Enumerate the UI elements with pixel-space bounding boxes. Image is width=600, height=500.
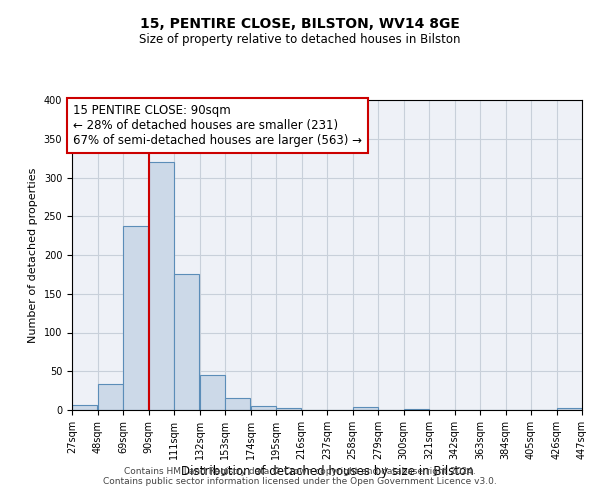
Text: 15 PENTIRE CLOSE: 90sqm
← 28% of detached houses are smaller (231)
67% of semi-d: 15 PENTIRE CLOSE: 90sqm ← 28% of detache… bbox=[73, 104, 362, 147]
X-axis label: Distribution of detached houses by size in Bilston: Distribution of detached houses by size … bbox=[181, 464, 473, 477]
Bar bbox=[72, 404, 97, 410]
Text: Size of property relative to detached houses in Bilston: Size of property relative to detached ho… bbox=[139, 32, 461, 46]
Bar bbox=[174, 274, 199, 410]
Bar bbox=[557, 408, 581, 410]
Bar bbox=[225, 398, 250, 410]
Bar bbox=[123, 226, 148, 410]
Text: 15, PENTIRE CLOSE, BILSTON, WV14 8GE: 15, PENTIRE CLOSE, BILSTON, WV14 8GE bbox=[140, 18, 460, 32]
Bar bbox=[404, 409, 428, 410]
Y-axis label: Number of detached properties: Number of detached properties bbox=[28, 168, 38, 342]
Bar bbox=[97, 384, 122, 410]
Text: Contains HM Land Registry data © Crown copyright and database right 2024.: Contains HM Land Registry data © Crown c… bbox=[124, 467, 476, 476]
Text: Contains public sector information licensed under the Open Government Licence v3: Contains public sector information licen… bbox=[103, 477, 497, 486]
Bar bbox=[276, 408, 301, 410]
Bar bbox=[199, 375, 224, 410]
Bar bbox=[149, 162, 173, 410]
Bar bbox=[251, 406, 275, 410]
Bar bbox=[353, 407, 377, 410]
